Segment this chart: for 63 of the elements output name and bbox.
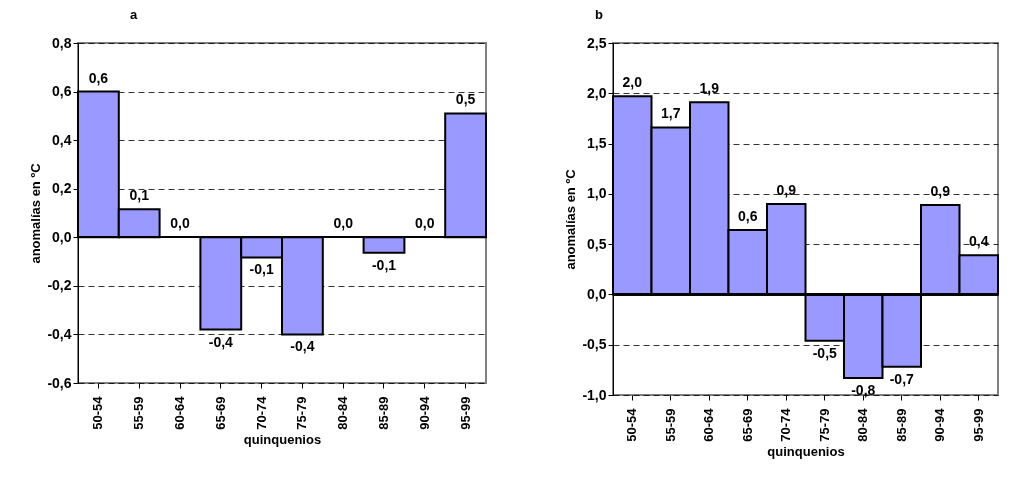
x-tick-label: 75-79 <box>294 396 310 430</box>
chart-title: b <box>594 7 603 22</box>
x-tick-label: 65-69 <box>212 396 228 430</box>
data-label: 1,9 <box>699 80 720 97</box>
x-tick-label: 70-74 <box>253 395 269 430</box>
data-label: 0,9 <box>776 181 797 198</box>
x-tick-label: 80-84 <box>855 407 871 442</box>
y-tick-label: 0,8 <box>52 34 72 51</box>
y-tick-label: -0,6 <box>47 374 72 391</box>
x-tick-label: 55-59 <box>662 408 678 442</box>
y-tick-label: 2,5 <box>587 34 607 51</box>
y-tick-label: -0,4 <box>47 325 72 342</box>
chart-title: a <box>129 7 138 22</box>
data-label: 2,0 <box>622 74 643 91</box>
data-label: 0,6 <box>88 69 109 86</box>
x-tick-label: 95-99 <box>457 396 473 430</box>
x-tick-label: 50-54 <box>624 407 640 442</box>
y-tick-label: -0,2 <box>47 277 72 294</box>
x-tick-label: 60-64 <box>701 407 717 442</box>
x-tick-label: 85-89 <box>893 408 909 442</box>
y-tick-label: 2,0 <box>587 84 607 101</box>
data-label: 0,9 <box>930 182 951 199</box>
data-label: -0,1 <box>249 261 274 278</box>
y-tick-label: -0,5 <box>582 336 607 353</box>
y-tick-label: 0,0 <box>587 285 607 302</box>
x-tick-label: 60-64 <box>172 395 187 430</box>
y-tick-label: 0,2 <box>52 180 72 197</box>
x-tick-label: 85-89 <box>376 396 391 430</box>
y-tick-label: 0,4 <box>52 131 72 148</box>
x-tick-label: 70-74 <box>778 407 794 442</box>
x-tick-label: 65-69 <box>739 408 755 442</box>
y-tick-label: 0,0 <box>52 228 72 245</box>
data-label: 0,0 <box>333 215 354 232</box>
data-label: -0,1 <box>371 256 397 273</box>
y-tick-label: 0,5 <box>587 235 607 252</box>
data-label: 0,4 <box>969 233 989 250</box>
data-label: -0,8 <box>851 381 876 398</box>
x-tick-label: 95-99 <box>970 408 986 442</box>
y-tick-label: 1,5 <box>587 135 607 152</box>
x-tick-label: 75-79 <box>816 408 832 442</box>
x-axis-title: quinquenios <box>243 431 322 447</box>
x-axis-title: quinquenios <box>767 443 845 459</box>
data-label: -0,5 <box>812 344 838 361</box>
y-tick-label: 0,6 <box>52 83 72 100</box>
y-axis-title: anomalías en ºC <box>28 162 44 264</box>
data-label: -0,4 <box>208 333 234 350</box>
x-tick-label: 90-94 <box>932 407 948 442</box>
x-tick-label: 90-94 <box>416 395 432 430</box>
data-label: 1,7 <box>661 105 681 122</box>
x-tick-label: 80-84 <box>335 395 351 430</box>
data-label: -0,7 <box>889 370 915 387</box>
y-tick-label: 1,0 <box>587 185 607 202</box>
bar <box>362 236 406 254</box>
data-label: 0,0 <box>415 215 435 232</box>
data-label: 0,0 <box>170 215 190 232</box>
data-label: 0,5 <box>455 91 476 108</box>
data-label: 0,1 <box>129 187 150 204</box>
data-label: -0,4 <box>290 338 315 355</box>
y-axis-title: anomalías en ºC <box>563 168 579 270</box>
y-tick-label: -1,0 <box>582 386 607 403</box>
x-tick-label: 50-54 <box>90 395 106 430</box>
data-label: 0,6 <box>738 208 758 225</box>
x-tick-label: 55-59 <box>131 396 147 430</box>
